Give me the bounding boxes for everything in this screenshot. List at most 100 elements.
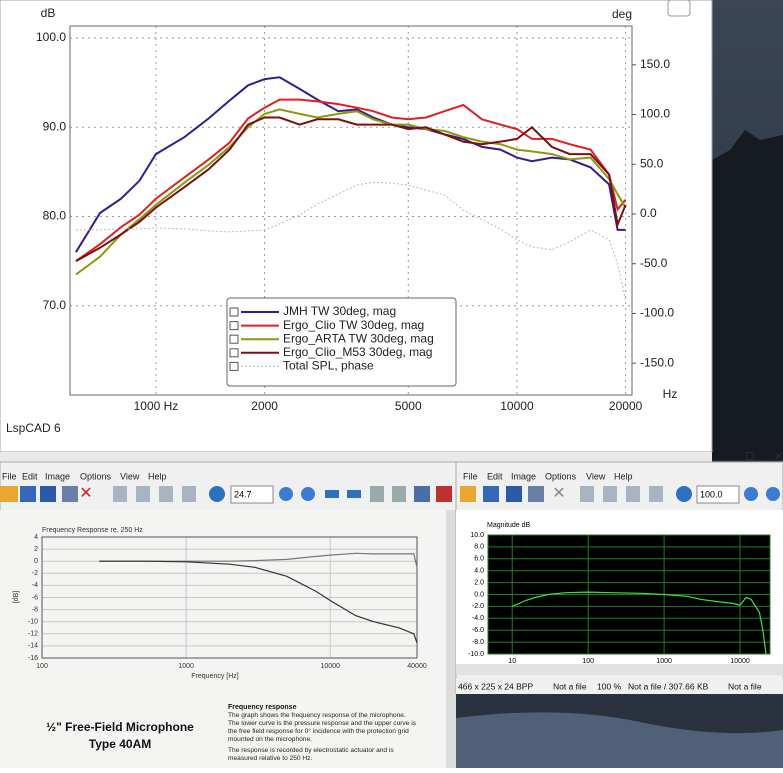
zoom-value: 100.0 [700,489,723,499]
tool-icon[interactable] [414,486,430,502]
legend-label: JMH TW 30deg, mag [283,304,396,318]
x-axis-label: Frequency [Hz] [191,673,239,680]
paragraph-line: The response is recorded by electrostati… [228,747,394,754]
scrollbar[interactable] [456,664,783,675]
tool-icon[interactable] [325,490,339,498]
menu-item[interactable]: View [586,471,606,481]
y-tick-label: 6.0 [474,556,484,563]
tool-icon[interactable] [159,486,173,502]
tool-icon[interactable] [279,487,293,501]
tool-icon[interactable] [136,486,150,502]
y2-tick-label: 0.0 [640,206,657,220]
menu-item[interactable]: File [463,471,478,481]
plot-frame [69,25,633,396]
x-tick-label: 10000 [500,399,534,413]
tool-icon[interactable] [370,486,384,502]
legend-label: Total SPL, phase [283,359,374,373]
tool-icon[interactable] [209,486,225,502]
tool-icon[interactable] [676,486,692,502]
x-tick-label: 1000 [656,658,672,665]
x-tick-label: 10 [508,658,516,665]
tool-icon[interactable] [182,486,196,502]
status-item: 100 % [597,681,622,691]
legend-checkbox[interactable] [229,348,239,358]
menu-item[interactable]: Edit [487,471,503,481]
legend-checkbox[interactable] [229,307,239,317]
tool-icon[interactable] [649,486,663,502]
tool-icon[interactable]: ✕ [552,485,565,502]
y-tick-label: 0.0 [474,591,484,598]
series-line [75,76,626,253]
close-button[interactable]: ✕ [774,451,783,463]
tool-icon[interactable] [436,486,452,502]
series-line [75,98,627,262]
tree-silhouette [712,130,783,460]
chart: 100.0 90.0 80.0 70.0 150.0 100.0 50.0 0.0 -50.0 -… [36,6,677,413]
menu-item[interactable]: Image [511,471,536,481]
y2-tick-label: 50.0 [640,156,664,170]
tool-icon[interactable] [460,486,476,502]
menu-item[interactable]: Edit [22,471,38,481]
tool-icon[interactable] [392,486,406,502]
legend-label: Ergo_Clio TW 30deg, mag [283,318,424,332]
plot-frame [41,536,418,659]
tool-icon[interactable] [40,486,56,502]
y-tick-label: 90.0 [43,119,67,133]
x-tick-label: 10000 [730,658,750,665]
tool-icon[interactable] [347,490,361,498]
x-tick-label: 100 [582,658,594,665]
status-item: 466 x 225 x 24 BPP [458,681,533,691]
chart-title: Frequency Response re. 250 Hz [42,527,143,534]
y-tick-label: 2 [34,546,38,553]
y-tick-label: -16 [28,655,38,662]
y2-tick-label: -50.0 [640,256,668,270]
tool-icon[interactable] [301,487,315,501]
legend-checkbox[interactable] [229,361,239,371]
tool-icon[interactable] [20,486,36,502]
left-menu: File Edit Image Options View Help [2,471,167,481]
tool-icon[interactable] [528,486,544,502]
menu-item[interactable]: Image [45,471,70,481]
checkbox[interactable] [667,0,691,17]
zoom-box[interactable] [230,485,274,504]
tool-icon[interactable] [0,486,18,502]
legend-checkbox[interactable] [229,334,239,344]
x-tick-label: 100 [36,663,48,670]
menu-item[interactable]: Options [80,471,112,481]
tool-icon[interactable] [603,486,617,502]
paragraph-line: The graph shows the frequency response o… [228,712,406,719]
zoom-box[interactable] [696,485,740,504]
menu-item[interactable]: Options [545,471,577,481]
status-bar-bg [456,678,783,694]
paragraph-line: the free field response for 0° incidence… [228,727,409,735]
y-tick-label: -2 [32,570,38,577]
menu-item[interactable]: File [2,471,17,481]
status-bar: 466 x 225 x 24 BPP Not a file 100 % Not … [456,678,783,694]
tool-icon[interactable] [744,487,758,501]
y-tick-label: -10 [28,619,38,626]
tool-icon[interactable] [113,486,127,502]
chart: 10.0 8.0 6.0 4.0 2.0 0.0 -2.0 -4.0 -6.0 -8.0 -10.0… [468,522,771,665]
menu-item[interactable]: View [120,471,140,481]
legend-box [226,297,457,387]
menu-item[interactable]: Help [148,471,167,481]
tool-icon[interactable]: ✕ [79,485,92,502]
tool-icon[interactable] [766,487,780,501]
y-tick-label: 10.0 [470,532,484,539]
y-tick-label: 4 [34,534,38,541]
tool-icon[interactable] [483,486,499,502]
y-axis-label: [dB] [13,591,20,604]
y-tick-label: 0 [34,558,38,565]
legend-checkbox[interactable] [229,321,239,331]
y-tick-label: 8.0 [474,544,484,551]
maximize-button[interactable]: ☐ [745,451,755,463]
tool-icon[interactable] [580,486,594,502]
tool-icon[interactable] [626,486,640,502]
tool-icon[interactable] [62,486,78,502]
tool-icon[interactable] [506,486,522,502]
menu-item[interactable]: Help [614,471,633,481]
scrollbar[interactable] [446,510,456,768]
right-toolbar: ✕ 100.0 [460,485,780,504]
left-toolbar: ✕ 24.7 [0,485,452,504]
